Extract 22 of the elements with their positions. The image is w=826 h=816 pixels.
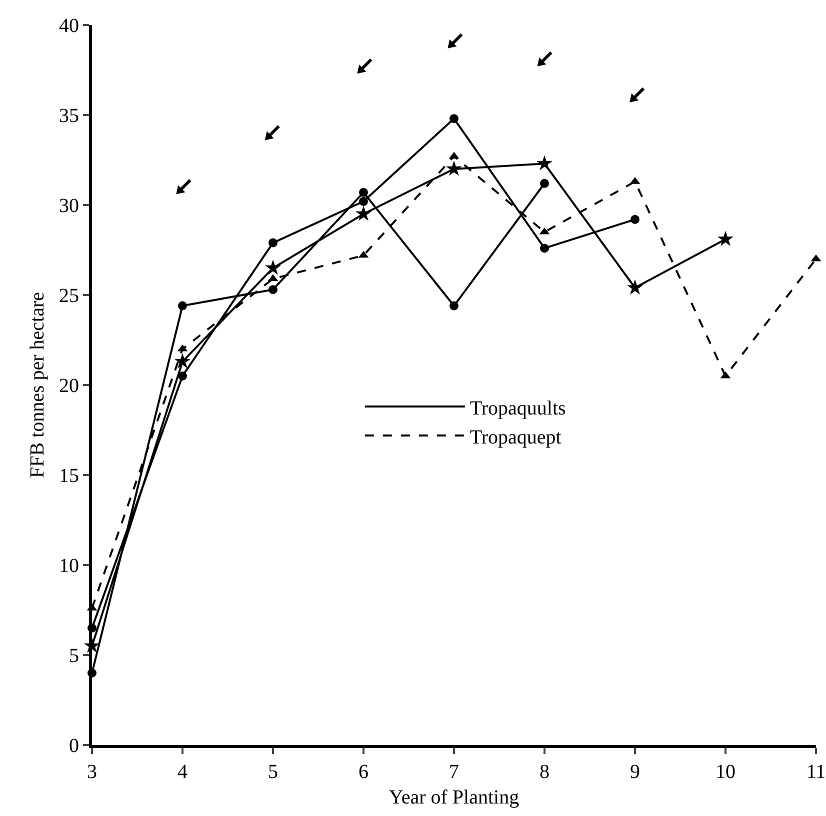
- x-tick-label: 6: [358, 761, 368, 783]
- x-tick-label: 7: [449, 761, 459, 783]
- y-tick-label: 40: [59, 15, 79, 37]
- x-tick-label: 10: [716, 761, 736, 783]
- legend-label: Tropaquept: [470, 426, 562, 448]
- y-tick-label: 0: [69, 735, 79, 757]
- legend-label: Tropaquults: [470, 397, 566, 420]
- x-tick-label: 3: [87, 761, 97, 783]
- x-tick-label: 8: [540, 761, 550, 783]
- y-axis-title: FFB tonnes per hectare: [26, 292, 48, 478]
- y-tick-label: 35: [59, 105, 79, 127]
- y-tick-label: 10: [59, 555, 79, 577]
- x-tick-label: 11: [806, 761, 826, 783]
- x-tick-label: 9: [630, 761, 640, 783]
- x-tick-label: 4: [178, 761, 188, 783]
- y-tick-label: 25: [59, 285, 79, 307]
- y-tick-label: 15: [59, 465, 79, 487]
- x-tick-label: 5: [268, 761, 278, 783]
- y-tick-label: 30: [59, 195, 79, 217]
- y-tick-label: 20: [59, 375, 79, 397]
- y-tick-label: 5: [69, 645, 79, 667]
- x-axis-title: Year of Planting: [388, 786, 520, 808]
